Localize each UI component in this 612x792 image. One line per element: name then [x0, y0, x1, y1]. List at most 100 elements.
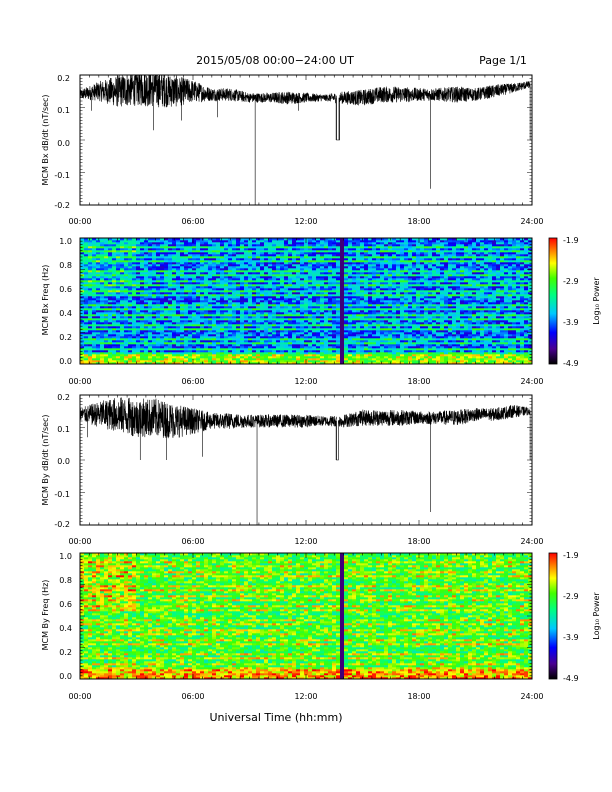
spectrogram-cell — [112, 240, 117, 243]
spectrogram-cell — [336, 286, 341, 289]
spectrogram-cell — [340, 356, 345, 359]
spectrogram-cell — [88, 242, 93, 245]
spectrogram-cell — [268, 270, 273, 273]
spectrogram-cell — [328, 260, 333, 263]
spectrogram-cell — [196, 252, 201, 255]
spectrogram-cell — [336, 288, 341, 291]
spectrogram-cell — [124, 278, 129, 281]
spectrogram-cell — [80, 318, 85, 321]
spectrogram-cell — [184, 246, 189, 249]
spectrogram-cell — [224, 280, 229, 283]
spectrogram-cell — [208, 268, 213, 271]
spectrogram-cell — [184, 244, 189, 247]
spectrogram-cell — [240, 282, 245, 285]
spectrogram-cell — [176, 270, 181, 273]
spectrogram-cell — [176, 316, 181, 319]
spectrogram-cell — [364, 294, 369, 297]
spectrogram-cell — [392, 266, 397, 269]
spectrogram-cell — [160, 300, 165, 303]
spectrogram-cell — [340, 362, 345, 365]
spectrogram-cell — [264, 360, 269, 363]
spectrogram-cell — [356, 298, 361, 301]
spectrogram-cell — [104, 250, 109, 253]
spectrogram-cell — [172, 294, 177, 297]
spectrogram-cell — [320, 354, 325, 357]
spectrogram-cell — [180, 282, 185, 285]
spectrogram-cell — [84, 300, 89, 303]
spectrogram-cell — [140, 316, 145, 319]
spectrogram-cell — [108, 240, 113, 243]
spectrogram-cell — [84, 362, 89, 365]
spectrogram-cell — [264, 294, 269, 297]
spectrogram-cell — [192, 254, 197, 257]
spectrogram-cell — [108, 336, 113, 339]
spectrogram-cell — [108, 352, 113, 355]
spectrogram-cell — [168, 246, 173, 249]
spectrogram-cell — [304, 312, 309, 315]
spectrogram-cell — [380, 270, 385, 273]
spectrogram-cell — [324, 316, 329, 319]
spectrogram-cell — [316, 316, 321, 319]
spectrogram-cell — [200, 258, 205, 261]
spectrogram-cell — [108, 248, 113, 251]
spectrogram-cell — [96, 358, 101, 361]
spectrogram-cell — [124, 318, 129, 321]
spectrogram-cell — [144, 314, 149, 317]
spectrogram-cell — [204, 346, 209, 349]
spectrogram-cell — [260, 280, 265, 283]
spectrogram-cell — [172, 266, 177, 269]
spectrogram-cell — [192, 352, 197, 355]
spectrogram-cell — [192, 338, 197, 341]
spectrogram-cell — [144, 262, 149, 265]
spectrogram-cell — [168, 322, 173, 325]
spectrogram-cell — [340, 286, 345, 289]
spectrogram-cell — [284, 344, 289, 347]
spectrogram-cell — [380, 266, 385, 269]
spectrogram-cell — [384, 344, 389, 347]
spectrogram-cell — [220, 270, 225, 273]
spectrogram-cell — [300, 320, 305, 323]
bx-spec-ytick-labels: 1.0 0.8 0.6 0.4 0.2 0.0 — [59, 237, 72, 366]
spectrogram-cell — [296, 282, 301, 285]
spectrogram-cell — [284, 246, 289, 249]
spectrogram-cell — [312, 348, 317, 351]
bx-spectrogram-ylabel: MCM Bx Freq (Hz) — [41, 265, 50, 336]
spectrogram-cell — [212, 282, 217, 285]
spectrogram-cell — [380, 258, 385, 261]
spectrogram-cell — [104, 262, 109, 265]
spectrogram-cell — [240, 240, 245, 243]
spectrogram-cell — [296, 264, 301, 267]
spectrogram-cell — [316, 318, 321, 321]
spectrogram-cell — [132, 360, 137, 363]
spectrogram-cell — [384, 282, 389, 285]
spectrogram-cell — [388, 288, 393, 291]
spectrogram-cell — [80, 330, 85, 333]
spectrogram-cell — [176, 306, 181, 309]
spectrogram-cell — [392, 282, 397, 285]
spectrogram-cell — [388, 252, 393, 255]
spectrogram-cell — [196, 262, 201, 265]
spectrogram-cell — [336, 354, 341, 357]
spectrogram-cell — [356, 252, 361, 255]
spectrogram-cell — [352, 358, 357, 361]
spectrogram-cell — [308, 358, 313, 361]
spectrogram-cell — [216, 300, 221, 303]
spectrogram-cell — [172, 274, 177, 277]
spectrogram-cell — [96, 342, 101, 345]
spectrogram-cell — [216, 274, 221, 277]
spectrogram-cell — [224, 356, 229, 359]
spectrogram-cell — [288, 252, 293, 255]
spectrogram-cell — [132, 282, 137, 285]
spectrogram-cell — [88, 300, 93, 303]
spectrogram-cell — [388, 294, 393, 297]
spectrogram-cell — [204, 282, 209, 285]
spectrogram-cell — [300, 280, 305, 283]
spectrogram-cell — [260, 360, 265, 363]
spectrogram-cell — [276, 264, 281, 267]
spectrogram-cell — [132, 262, 137, 265]
spectrogram-cell — [192, 262, 197, 265]
spectrogram-cell — [100, 324, 105, 327]
spectrogram-cell — [376, 254, 381, 257]
spectrogram-cell — [124, 350, 129, 353]
xtick-label: 12:00 — [294, 377, 317, 386]
